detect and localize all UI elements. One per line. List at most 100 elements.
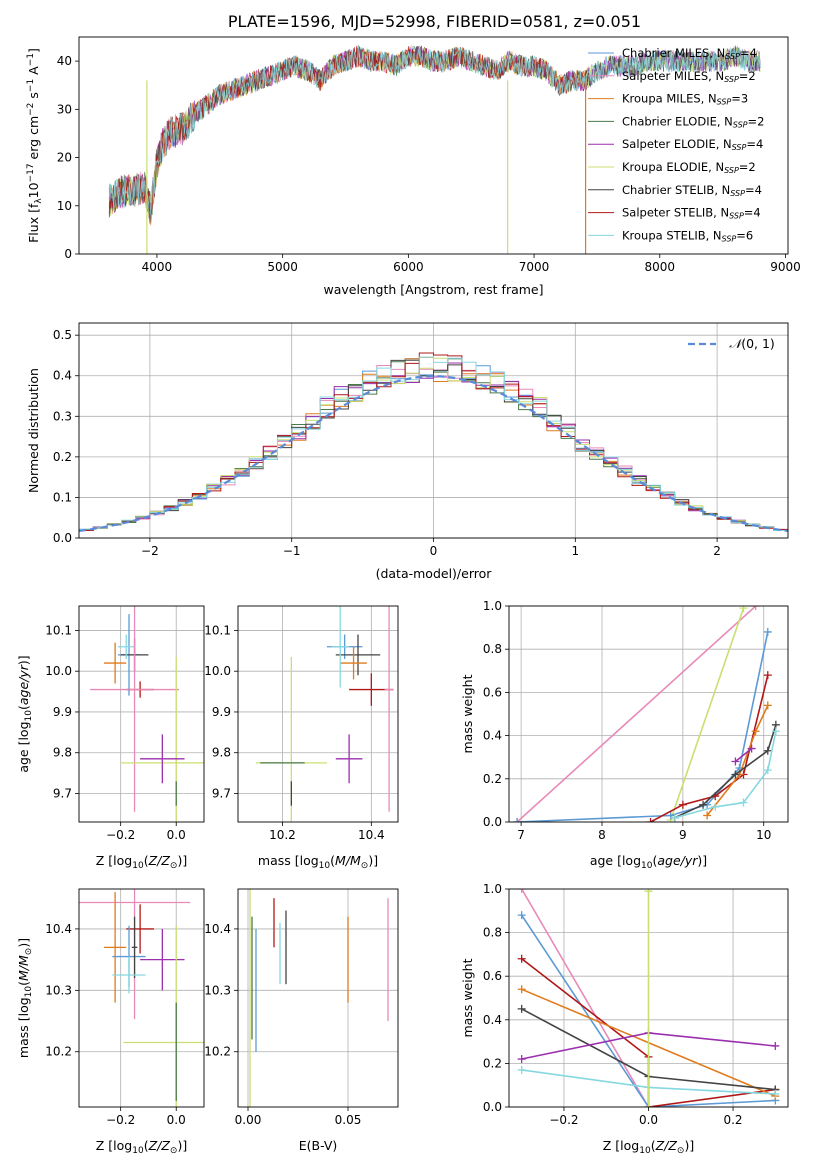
plus-marker <box>763 766 772 775</box>
weight-line <box>516 606 757 822</box>
x-tick-label: 2 <box>713 544 721 558</box>
weight-line <box>674 731 777 819</box>
x-tick-label: 10.2 <box>269 828 296 842</box>
x-tick-label: 10.4 <box>358 828 385 842</box>
x-tick-label: −0.2 <box>106 828 135 842</box>
plus-marker <box>517 1004 526 1013</box>
x-axis-label: wavelength [Angstrom, rest frame] <box>323 282 543 297</box>
plus-marker <box>739 606 748 613</box>
chart-age-vs-Z: −0.2 0.0 9.7 9.8 9.9 10.0 10.1 Z [log10(Z/Z⊙)] a… <box>16 605 205 871</box>
chart-spectrum: 4000 5000 6000 7000 8000 9000 0 10 20 30 40 Chabrie… <box>26 36 801 297</box>
x-tick-label: 5000 <box>267 260 298 274</box>
plot-area <box>249 889 389 1107</box>
legend-entry: Salpeter MILES, NSSP=2 <box>622 69 756 84</box>
x-tick-label: 0.00 <box>235 1113 262 1127</box>
x-tick-label: 0 <box>430 544 438 558</box>
legend-entry: 𝒩(0, 1) <box>729 336 775 351</box>
x-tick-label: 6000 <box>393 260 424 274</box>
x-axis-label: mass [log10(M/M⊙)] <box>258 853 378 871</box>
y-tick-label: 0.1 <box>53 490 72 504</box>
plus-marker <box>771 1041 780 1050</box>
x-tick-label: 8000 <box>645 260 676 274</box>
plus-marker <box>517 954 526 963</box>
plus-marker <box>751 606 760 610</box>
plus-marker <box>771 727 780 736</box>
plus-marker <box>513 818 522 822</box>
x-axis-label: Z [log10(Z/Z⊙)] <box>96 853 187 871</box>
plus-marker <box>666 811 675 820</box>
y-tick-label: 9.9 <box>53 705 72 719</box>
weight-line <box>669 607 745 821</box>
plot-area <box>255 606 394 822</box>
y-axis-label: Flux [fλ10−17 erg cm−2 s−1 A−1] <box>26 48 44 243</box>
plus-marker <box>731 757 740 766</box>
legend-entry: Chabrier MILES, NSSP=4 <box>622 46 757 61</box>
legend-entry: Salpeter STELIB, NSSP=4 <box>622 206 761 221</box>
x-tick-label: 8 <box>598 828 606 842</box>
plus-marker <box>751 727 760 736</box>
y-tick-label: 0.6 <box>483 969 502 983</box>
plus-marker <box>703 811 712 820</box>
plot-area <box>513 606 780 822</box>
x-axis-label: E(B-V) <box>299 1138 338 1153</box>
y-tick-label: 0.2 <box>53 450 72 464</box>
plus-marker <box>644 1103 653 1107</box>
x-tick-label: 4000 <box>142 260 173 274</box>
x-axis-label: (data-model)/error <box>376 566 493 581</box>
x-axis-label: age [log10(age/yr)] <box>590 853 707 871</box>
axes-frame <box>78 322 789 539</box>
y-tick-label: 10.1 <box>204 623 231 637</box>
y-tick-label: 0.3 <box>53 409 72 423</box>
x-tick-label: −1 <box>283 544 301 558</box>
y-tick-label: 0.8 <box>483 926 502 940</box>
axes-frame <box>78 888 205 1108</box>
plus-marker <box>747 744 756 753</box>
chart-residuals: −2 −1 0 1 2 0.0 0.1 0.2 0.3 0.4 0.5 𝒩(0, 1) (data-mo… <box>26 322 789 581</box>
y-axis-label: mass weight <box>460 958 475 1037</box>
y-tick-label: 1.0 <box>483 882 502 896</box>
y-tick-label: 1.0 <box>483 599 502 613</box>
plus-marker <box>699 800 708 809</box>
plus-marker <box>763 746 772 755</box>
legend-entry: Kroupa MILES, NSSP=3 <box>622 92 748 107</box>
x-tick-label: −0.2 <box>106 1113 135 1127</box>
legend-entry: Chabrier ELODIE, NSSP=2 <box>622 114 764 129</box>
x-axis-label: Z [log10(Z/Z⊙)] <box>603 1138 694 1156</box>
y-axis-label: mass [log10(M/M⊙)] <box>16 938 34 1058</box>
x-tick-label: 10 <box>756 828 771 842</box>
y-tick-label: 10.0 <box>45 664 72 678</box>
plus-marker <box>517 985 526 994</box>
plus-marker <box>739 798 748 807</box>
legend-entry: Chabrier STELIB, NSSP=4 <box>622 183 762 198</box>
x-tick-label: 9000 <box>770 260 801 274</box>
x-tick-label: −2 <box>141 544 159 558</box>
x-tick-label: 0.0 <box>167 828 186 842</box>
chart-weight-vs-Z: −0.2 0.0 0.2 0.0 0.2 0.4 0.6 0.8 1.0 Z [log10(Z/Z… <box>460 882 789 1156</box>
plus-marker <box>763 627 772 636</box>
normal-curve <box>79 375 788 532</box>
weight-line <box>734 747 753 763</box>
axes-frame <box>508 888 789 1108</box>
plot-area <box>108 44 761 254</box>
y-tick-label: 10.1 <box>45 623 72 637</box>
y-tick-label: 0.4 <box>53 369 72 383</box>
chart-weight-vs-age: 7 8 9 10 0.0 0.2 0.4 0.6 0.8 1.0 age [log10(age/yr… <box>460 599 789 871</box>
plus-marker <box>731 770 740 779</box>
weight-line <box>517 631 769 822</box>
axes-frame <box>78 605 205 823</box>
y-tick-label: 0.0 <box>53 531 72 545</box>
x-tick-label: −0.2 <box>549 1113 578 1127</box>
y-tick-label: 10.3 <box>45 983 72 997</box>
y-tick-label: 10.3 <box>204 983 231 997</box>
legend-entry: Salpeter ELODIE, NSSP=4 <box>622 137 763 152</box>
weight-line <box>521 914 776 1107</box>
chart-age-vs-mass: 10.2 10.4 9.7 9.8 9.9 10.0 10.1 mass [log10(M/M… <box>204 605 399 871</box>
y-tick-label: 0.2 <box>483 1056 502 1070</box>
plot-area <box>90 606 204 822</box>
plus-marker <box>517 889 526 893</box>
y-tick-label: 0.6 <box>483 685 502 699</box>
x-tick-label: 1 <box>571 544 579 558</box>
y-tick-label: 9.7 <box>212 786 231 800</box>
weight-line <box>674 724 777 819</box>
